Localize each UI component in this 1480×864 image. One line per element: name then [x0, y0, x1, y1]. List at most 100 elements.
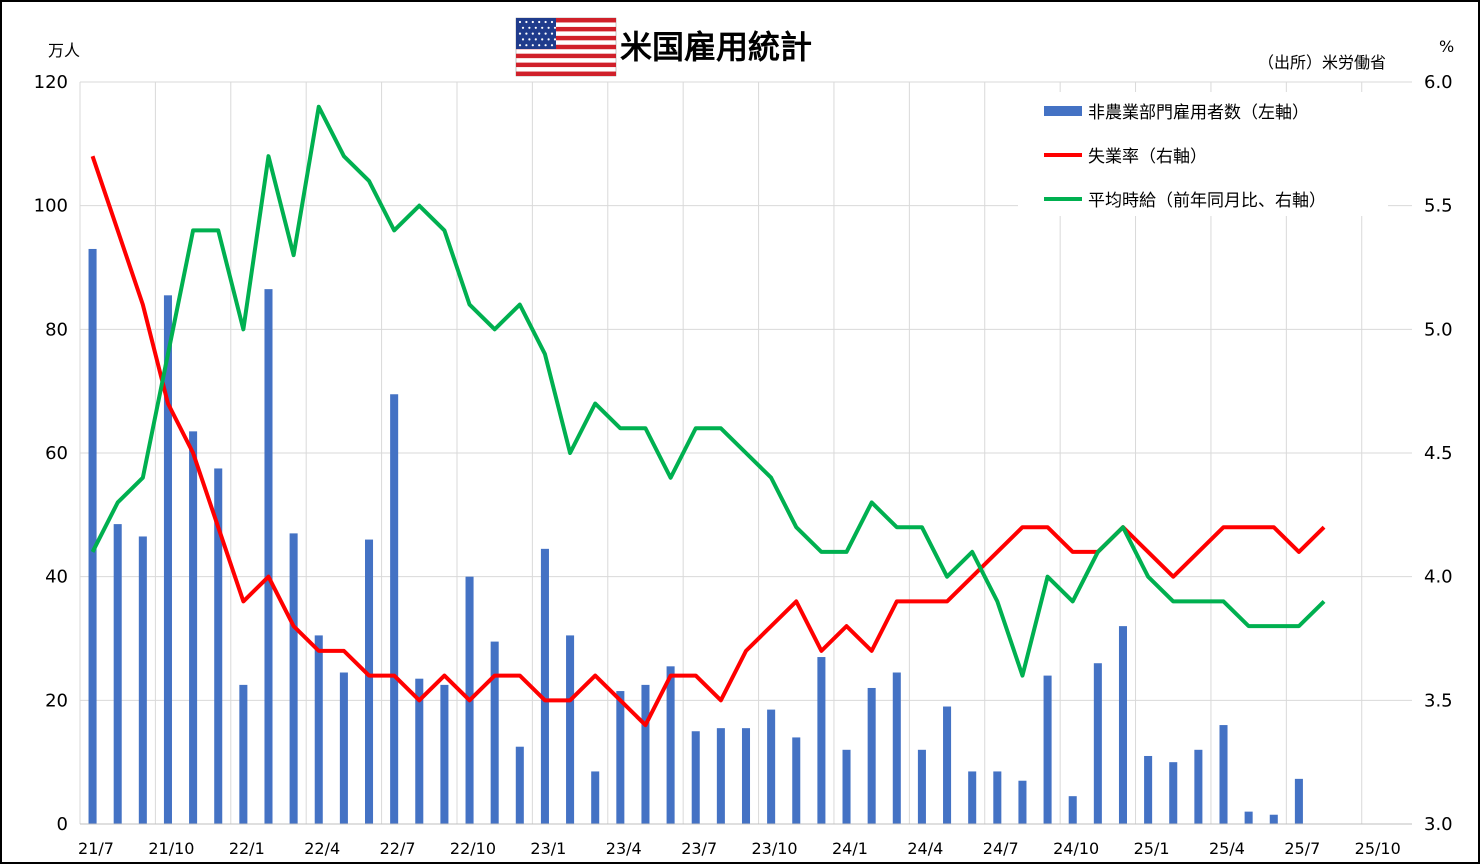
- flag-star: [541, 38, 544, 41]
- employment-bar: [767, 709, 776, 824]
- right-tick-label: 6.0: [1424, 72, 1453, 93]
- flag-stripe: [516, 35, 616, 41]
- legend-item-employment: 非農業部門雇用者数（左軸）: [1088, 103, 1309, 123]
- employment-bar: [289, 533, 298, 824]
- x-tick-label: 22/1: [229, 839, 265, 858]
- flag-star: [544, 32, 547, 35]
- legend-swatch: [1044, 106, 1082, 116]
- flag-star: [525, 32, 528, 35]
- employment-bar: [214, 468, 223, 824]
- us-flag-icon: [515, 17, 617, 77]
- employment-bar: [113, 524, 122, 824]
- employment-bar: [1294, 778, 1303, 824]
- employment-bar: [1093, 663, 1102, 824]
- left-axis-unit: 万人: [48, 41, 80, 60]
- employment-bar: [616, 691, 625, 824]
- x-tick-label: 21/10: [148, 839, 194, 858]
- employment-bar: [1194, 749, 1203, 824]
- right-tick-label: 5.0: [1424, 319, 1453, 340]
- right-tick-label: 4.0: [1424, 567, 1453, 588]
- flag-star: [518, 20, 522, 24]
- flag-star: [518, 44, 522, 47]
- avg-hourly-earnings-line: [90, 104, 1326, 678]
- employment-bar: [641, 684, 650, 825]
- employment-bar: [943, 706, 952, 824]
- employment-bar: [691, 731, 700, 824]
- x-tick-label: 21/7: [78, 839, 114, 858]
- flag-star: [550, 44, 554, 47]
- left-tick-label: 20: [45, 690, 68, 711]
- employment-bar: [1043, 675, 1052, 824]
- x-tick-label: 24/1: [832, 839, 868, 858]
- x-tick-label: 23/1: [530, 839, 566, 858]
- left-tick-label: 40: [45, 567, 68, 588]
- right-tick-label: 3.0: [1424, 814, 1453, 835]
- x-tick-label: 22/7: [380, 839, 416, 858]
- left-tick-label: 0: [57, 814, 68, 835]
- flag-star: [521, 26, 525, 29]
- employment-bar: [842, 749, 851, 824]
- employment-bar: [314, 635, 323, 824]
- employment-bar: [440, 684, 449, 825]
- x-tick-label: 24/10: [1053, 839, 1099, 858]
- employment-bar: [515, 746, 524, 824]
- employment-bar: [490, 641, 499, 824]
- employment-bar: [993, 771, 1002, 824]
- employment-bar: [716, 728, 725, 824]
- flag-star: [544, 20, 547, 24]
- flag-star: [525, 44, 528, 47]
- left-tick-label: 80: [45, 319, 68, 340]
- employment-bar: [163, 295, 172, 824]
- flag-star: [550, 32, 554, 35]
- flag-star: [518, 32, 522, 35]
- employment-bar: [666, 666, 675, 824]
- employment-bar: [741, 728, 751, 824]
- axes: 0 20 40 60 80 100 120 3.0 3.5 4.0 4.5 5.0 5.5 6.0 21/7…: [34, 72, 1453, 858]
- flag-star: [531, 44, 534, 47]
- flag-stripe: [516, 18, 616, 23]
- x-tick-label: 25/7: [1284, 839, 1320, 858]
- employment-bar: [264, 289, 273, 824]
- employment-bar: [1219, 725, 1228, 824]
- flag-star: [521, 38, 525, 41]
- employment-bar: [792, 737, 801, 824]
- chart-title: 米国雇用統計: [620, 28, 812, 66]
- flag-star: [553, 38, 557, 41]
- flag-star: [528, 38, 531, 41]
- flag-star: [538, 44, 541, 47]
- x-tick-label: 22/4: [304, 839, 340, 858]
- flag-star: [534, 38, 537, 41]
- left-tick-label: 100: [34, 196, 68, 217]
- x-tick-label: 23/10: [752, 839, 798, 858]
- x-tick-label: 22/10: [450, 839, 496, 858]
- flag-star: [531, 20, 534, 24]
- employment-bar: [566, 635, 575, 824]
- legend: 非農業部門雇用者数（左軸） 失業率（右軸） 平均時給（前年同月比、右軸）: [1018, 92, 1388, 216]
- employment-bar: [1244, 811, 1253, 824]
- flag-star: [528, 26, 531, 29]
- employment-bar: [1018, 780, 1027, 824]
- x-tick-label: 24/7: [983, 839, 1019, 858]
- flag-star: [547, 26, 550, 29]
- flag-star: [538, 20, 541, 24]
- right-tick-label: 3.5: [1424, 690, 1453, 711]
- flag-stripe: [516, 53, 616, 59]
- flag-stripe: [516, 62, 616, 68]
- flag-stripe: [516, 44, 616, 50]
- flag-stripe: [516, 71, 616, 76]
- legend-item-unemployment: 失業率（右軸）: [1088, 147, 1207, 167]
- source-note: （出所）米労働省: [1258, 53, 1386, 72]
- flag-star: [553, 26, 557, 29]
- legend-item-earnings: 平均時給（前年同月比、右軸）: [1088, 191, 1326, 211]
- right-axis-unit: %: [1439, 37, 1454, 56]
- flag-star: [544, 44, 547, 47]
- employment-bar: [1068, 796, 1077, 824]
- employment-bar: [339, 672, 348, 824]
- flag-star: [531, 32, 534, 35]
- x-tick-label: 23/4: [606, 839, 642, 858]
- employment-bar: [1269, 814, 1278, 824]
- flag-star: [547, 38, 550, 41]
- employment-bar: [968, 771, 977, 824]
